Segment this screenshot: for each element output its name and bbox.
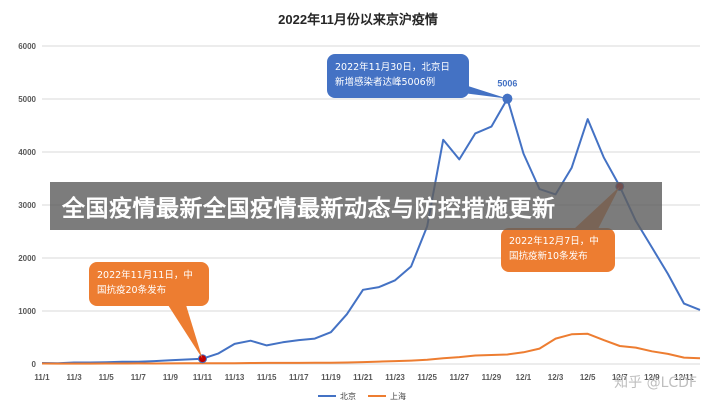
dec7-annotation-line2: 国抗疫新10条发布 bbox=[509, 251, 588, 262]
watermark: 知乎 @LCDF bbox=[614, 375, 697, 391]
headline-banner: 全国疫情最新全国疫情最新动态与防控措施更新 bbox=[50, 182, 662, 230]
y-tick-label: 1000 bbox=[18, 307, 36, 316]
dec7-annotation: 2022年12月7日，中 国抗疫新10条发布 bbox=[501, 228, 615, 272]
x-tick-label: 11/29 bbox=[482, 373, 502, 382]
peak-annotation-line1: 2022年11月30日，北京日 bbox=[335, 62, 450, 73]
x-tick-label: 12/7 bbox=[612, 373, 628, 382]
x-tick-label: 11/17 bbox=[289, 373, 309, 382]
series-line-1 bbox=[41, 332, 701, 365]
y-tick-label: 6000 bbox=[18, 42, 36, 51]
x-tick-label: 11/5 bbox=[99, 373, 115, 382]
series-line-0 bbox=[41, 97, 701, 365]
legend: 北京 上海 bbox=[318, 391, 406, 401]
x-tick-label: 12/3 bbox=[548, 373, 564, 382]
dec7-annotation-line1: 2022年12月7日，中 bbox=[509, 236, 599, 247]
x-tick-label: 11/21 bbox=[353, 373, 373, 382]
y-tick-label: 3000 bbox=[18, 201, 36, 210]
x-tick-label: 11/13 bbox=[225, 373, 245, 382]
y-axis-ticks: 0 1000 2000 3000 4000 5000 6000 bbox=[18, 42, 36, 369]
x-tick-label: 11/7 bbox=[131, 373, 147, 382]
peak-marker bbox=[502, 93, 513, 104]
y-tick-label: 0 bbox=[32, 360, 37, 369]
nov11-callout-pointer bbox=[168, 305, 203, 359]
peak-annotation-line2: 新增感染者达峰5006例 bbox=[335, 77, 436, 88]
x-tick-label: 11/25 bbox=[417, 373, 437, 382]
nov11-annotation-line1: 2022年11月11日，中 bbox=[97, 270, 193, 281]
x-tick-label: 11/9 bbox=[163, 373, 179, 382]
x-tick-label: 11/15 bbox=[257, 373, 277, 382]
x-tick-label: 11/19 bbox=[321, 373, 341, 382]
x-tick-label: 12/5 bbox=[580, 373, 596, 382]
x-axis-ticks: 11/1 11/3 11/5 11/7 11/9 11/11 11/13 11/15 11/17… bbox=[34, 373, 694, 382]
nov11-annotation-line2: 国抗疫20条发布 bbox=[97, 285, 167, 296]
legend-label-shanghai: 上海 bbox=[390, 391, 406, 401]
chart-title: 2022年11月份以来京沪疫情 bbox=[278, 12, 438, 27]
x-tick-label: 11/23 bbox=[385, 373, 405, 382]
nov11-annotation: 2022年11月11日，中 国抗疫20条发布 bbox=[89, 262, 209, 306]
series-lines bbox=[41, 97, 701, 365]
x-tick-label: 12/1 bbox=[516, 373, 532, 382]
x-tick-label: 11/27 bbox=[449, 373, 469, 382]
peak-annotation: 2022年11月30日，北京日 新增感染者达峰5006例 bbox=[327, 54, 469, 98]
y-tick-label: 5000 bbox=[18, 95, 36, 104]
x-tick-label: 11/11 bbox=[193, 373, 213, 382]
x-tick-label: 12/9 bbox=[644, 373, 660, 382]
peak-value-label: 5006 bbox=[497, 79, 517, 89]
x-tick-label: 11/3 bbox=[67, 373, 83, 382]
headline-text: 全国疫情最新全国疫情最新动态与防控措施更新 bbox=[62, 196, 556, 222]
x-tick-label: 12/11 bbox=[674, 373, 694, 382]
x-tick-label: 11/1 bbox=[34, 373, 50, 382]
legend-label-beijing: 北京 bbox=[340, 391, 356, 401]
y-tick-label: 4000 bbox=[18, 148, 36, 157]
y-tick-label: 2000 bbox=[18, 254, 36, 263]
